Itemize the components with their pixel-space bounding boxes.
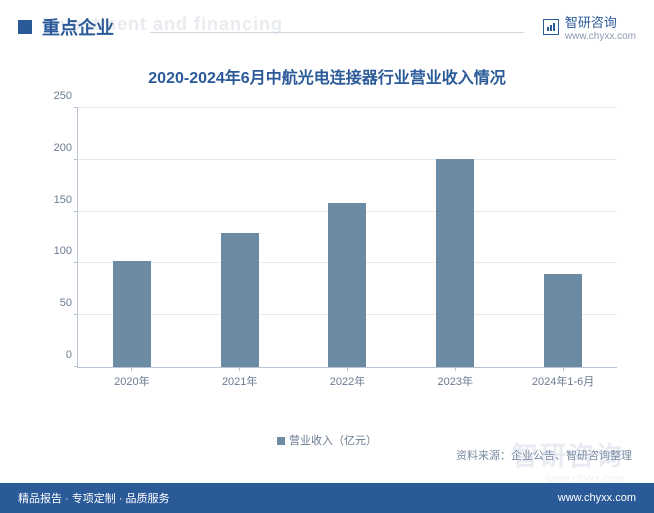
plot-area: 050100150200250 2020年2021年2022年2023年2024…	[77, 108, 617, 368]
xtick-label: 2024年1-6月	[532, 373, 594, 389]
xtick-label: 2020年	[114, 373, 149, 389]
header-brand: 智研咨询 www.chyxx.com	[543, 12, 636, 42]
xtick-mark	[347, 367, 348, 371]
brand-name: 智研咨询	[565, 12, 636, 31]
source-text: 企业公告、智研咨询整理	[511, 450, 632, 462]
bar-slot: 2020年	[78, 108, 186, 367]
header-marker	[18, 20, 32, 34]
chart-title: 2020-2024年6月中航光电连接器行业营业收入情况	[0, 64, 654, 88]
legend: 营业收入（亿元）	[0, 432, 654, 448]
brand-url: www.chyxx.com	[565, 31, 636, 42]
bar	[544, 274, 582, 367]
bar-slot: 2021年	[186, 108, 294, 367]
bar-slot: 2023年	[401, 108, 509, 367]
header-left: Investment and financing 重点企业	[18, 14, 114, 40]
xtick-mark	[455, 367, 456, 371]
bars-container: 2020年2021年2022年2023年2024年1-6月	[78, 108, 617, 367]
brand-logo-icon	[543, 19, 559, 35]
header-title: 重点企业	[42, 14, 114, 40]
footer-bar: 精品报告 · 专项定制 · 品质服务 www.chyxx.com	[0, 483, 654, 513]
source-prefix: 资料来源：	[456, 450, 511, 462]
xtick-label: 2021年	[222, 373, 257, 389]
ytick-label: 100	[54, 245, 72, 257]
ytick-label: 250	[54, 90, 72, 102]
xtick-mark	[239, 367, 240, 371]
header-divider	[150, 32, 524, 33]
ytick-label: 50	[60, 297, 72, 309]
xtick-label: 2022年	[330, 373, 365, 389]
legend-label: 营业收入（亿元）	[289, 435, 377, 447]
footer-right: www.chyxx.com	[558, 492, 636, 504]
bar	[436, 159, 474, 367]
chart-container: 050100150200250 2020年2021年2022年2023年2024…	[27, 98, 627, 398]
xtick-mark	[563, 367, 564, 371]
ytick-label: 0	[66, 349, 72, 361]
legend-swatch	[277, 437, 285, 445]
xtick-mark	[131, 367, 132, 371]
bar	[328, 203, 366, 367]
bar	[221, 233, 259, 367]
brand-text-wrap: 智研咨询 www.chyxx.com	[565, 12, 636, 42]
header-bar: Investment and financing 重点企业 智研咨询 www.c…	[0, 0, 654, 50]
ytick-label: 200	[54, 142, 72, 154]
bar	[113, 261, 151, 367]
source-line: 资料来源：企业公告、智研咨询整理	[456, 447, 632, 463]
ytick-label: 150	[54, 194, 72, 206]
bar-slot: 2022年	[294, 108, 402, 367]
footer-left: 精品报告 · 专项定制 · 品质服务	[18, 490, 170, 506]
xtick-label: 2023年	[438, 373, 473, 389]
bar-slot: 2024年1-6月	[509, 108, 617, 367]
